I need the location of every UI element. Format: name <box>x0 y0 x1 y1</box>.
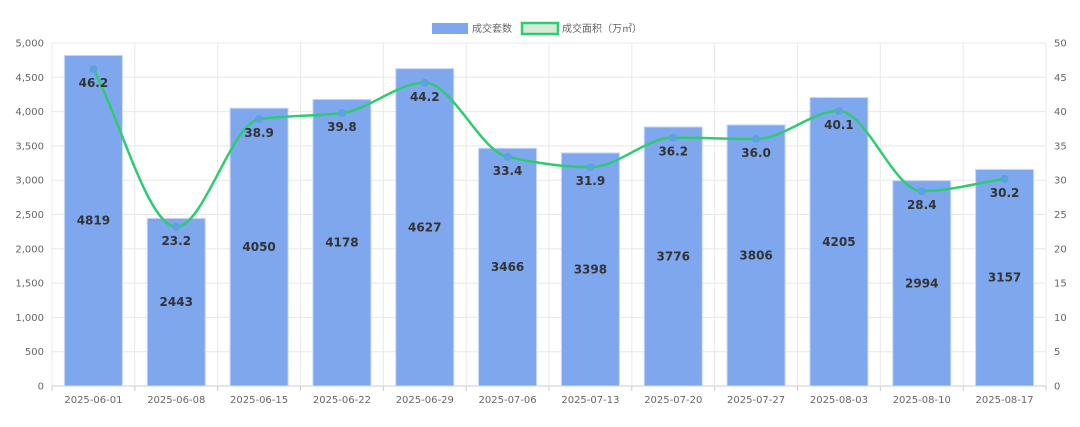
y-left-tick-label: 3,000 <box>15 176 44 187</box>
bar <box>643 126 703 387</box>
y-left-tick-label: 0 <box>38 382 44 393</box>
y-right-tick-label: 5 <box>1054 347 1060 358</box>
line-point <box>89 65 98 74</box>
line-value-label: 38.9 <box>244 126 274 140</box>
bar-value-label: 3466 <box>491 260 524 274</box>
y-left-tick-label: 3,500 <box>15 141 44 152</box>
line-point <box>172 222 181 231</box>
y-right-tick-label: 30 <box>1054 176 1067 187</box>
y-right-tick-label: 25 <box>1054 210 1067 221</box>
line-point <box>1000 174 1009 183</box>
legend: 成交套数 成交面积（万㎡） <box>432 21 642 36</box>
line-point <box>586 163 595 172</box>
bar <box>975 168 1035 387</box>
y-left-tick-label: 4,000 <box>15 107 44 118</box>
x-tick-label: 2025-07-20 <box>644 395 702 406</box>
y-left-tick-label: 1,500 <box>15 279 44 290</box>
y-right-tick-label: 20 <box>1054 244 1067 255</box>
grid <box>51 42 1047 387</box>
y-right-tick-label: 45 <box>1054 73 1067 84</box>
bar-value-label: 3398 <box>574 262 607 276</box>
line-value-label: 30.2 <box>990 186 1020 200</box>
line-value-label: 31.9 <box>576 174 606 188</box>
line-point <box>752 135 761 144</box>
line-point <box>420 78 429 87</box>
bar <box>146 217 206 387</box>
bar-value-label: 3806 <box>739 248 772 262</box>
x-tick-label: 2025-06-15 <box>230 395 288 406</box>
y-left-tick-label: 500 <box>25 347 44 358</box>
y-right-tick-label: 0 <box>1054 382 1060 393</box>
line-value-label: 33.4 <box>493 164 523 178</box>
x-tick-label: 2025-08-10 <box>893 395 951 406</box>
bar-value-label: 3776 <box>657 249 690 263</box>
bar-value-label: 2994 <box>905 276 938 290</box>
y-left-tick-label: 2,000 <box>15 244 44 255</box>
x-tick-label: 2025-08-03 <box>810 395 868 406</box>
bar <box>560 152 620 387</box>
line-point <box>255 115 264 124</box>
bar-value-label: 4819 <box>77 214 110 228</box>
y-right-tick-label: 35 <box>1054 141 1067 152</box>
bar <box>312 98 372 387</box>
y-left-tick-label: 5,000 <box>15 39 44 50</box>
y-left-tick-label: 1,000 <box>15 313 44 324</box>
x-tick-label: 2025-06-01 <box>64 395 122 406</box>
line-point <box>503 152 512 161</box>
legend-swatch-bars[interactable] <box>432 23 468 34</box>
bar <box>726 124 786 387</box>
y-left-tick-label: 2,500 <box>15 210 44 221</box>
data-labels: 4819 2443 4050 4178 4627 3466 3398 3776 3806 4205… <box>77 76 1022 309</box>
area-series-line <box>92 68 1005 229</box>
line-value-label: 46.2 <box>79 76 109 90</box>
y-right-tick-label: 10 <box>1054 313 1067 324</box>
line-value-label: 44.2 <box>410 90 440 104</box>
x-tick-label: 2025-06-22 <box>313 395 371 406</box>
bar-value-label: 4178 <box>325 236 358 250</box>
line-point <box>669 133 678 142</box>
line-value-label: 36.0 <box>741 146 771 160</box>
bar-value-label: 4050 <box>242 240 275 254</box>
x-tick-label: 2025-07-13 <box>561 395 619 406</box>
line-point <box>337 108 346 117</box>
bar <box>229 107 289 387</box>
area-line <box>89 65 1009 231</box>
y-right-tick-label: 50 <box>1054 39 1067 50</box>
legend-label-bars[interactable]: 成交套数 <box>472 22 512 35</box>
x-tick-label: 2025-08-17 <box>976 395 1034 406</box>
bar-value-label: 2443 <box>160 295 193 309</box>
line-value-label: 39.8 <box>327 120 357 134</box>
bar <box>478 147 538 387</box>
x-tick-label: 2025-06-29 <box>396 395 454 406</box>
axes: 0 0 500 5 1,000 10 1,500 15 2,000 20 2,500 25 3,000 3… <box>15 39 1066 407</box>
line-value-label: 36.2 <box>658 145 688 159</box>
line-value-label: 40.1 <box>824 118 854 132</box>
x-tick-label: 2025-06-08 <box>147 395 205 406</box>
y-right-tick-label: 40 <box>1054 107 1067 118</box>
line-value-label: 23.2 <box>161 234 191 248</box>
y-right-tick-label: 15 <box>1054 279 1067 290</box>
line-value-label: 28.4 <box>907 198 937 212</box>
line-point <box>834 106 843 115</box>
y-left-tick-label: 4,500 <box>15 73 44 84</box>
x-tick-label: 2025-07-27 <box>727 395 785 406</box>
x-tick-label: 2025-07-06 <box>479 395 537 406</box>
bar-value-label: 4627 <box>408 220 441 234</box>
bar-value-label: 3157 <box>988 271 1021 285</box>
line-point <box>917 187 926 196</box>
legend-label-line[interactable]: 成交面积（万㎡） <box>562 22 642 35</box>
bar-value-label: 4205 <box>822 235 855 249</box>
bar <box>395 68 455 387</box>
legend-swatch-line[interactable] <box>520 21 560 36</box>
bar <box>809 97 869 387</box>
bar <box>892 180 952 387</box>
